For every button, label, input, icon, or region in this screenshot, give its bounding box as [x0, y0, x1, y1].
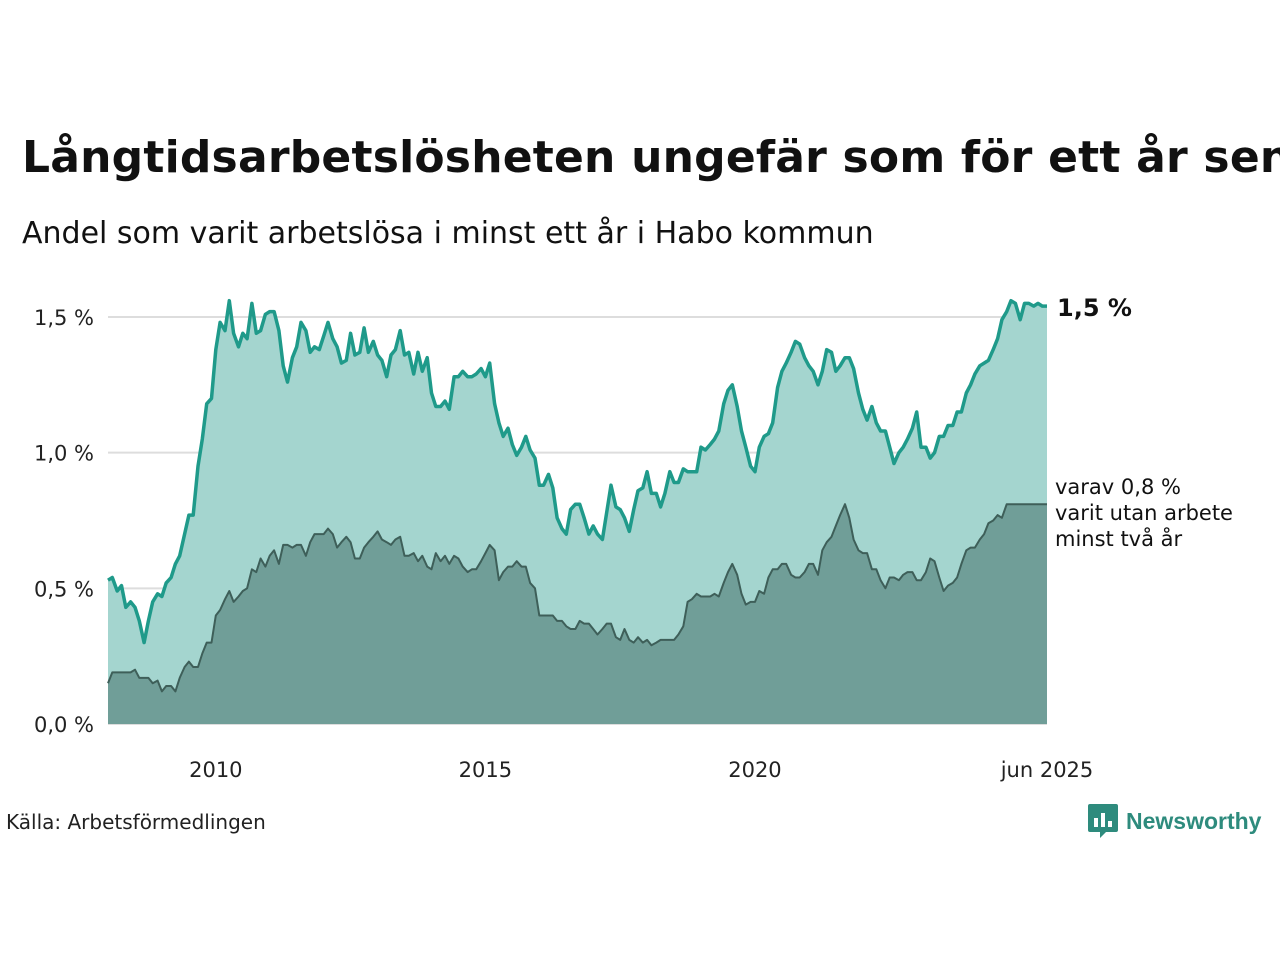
y-tick-label: 0,5 % [34, 577, 94, 601]
y-axis: 0,0 % 0,5 % 1,0 % 1,5 % [34, 306, 94, 737]
y-tick-label: 0,0 % [34, 713, 94, 737]
y-tick-label: 1,0 % [34, 442, 94, 466]
source-note: Källa: Arbetsförmedlingen [6, 810, 266, 834]
chart-subtitle: Andel som varit arbetslösa i minst ett å… [22, 216, 874, 251]
brand-name: Newsworthy [1126, 807, 1262, 834]
chart-title: Långtidsarbetslösheten ungefär som för e… [22, 132, 1280, 183]
end-label-long-line-1: varav 0,8 % [1055, 475, 1181, 499]
line-long [107, 503, 1047, 693]
end-label-total: 1,5 % [1057, 294, 1132, 322]
y-tick-label: 1,5 % [34, 306, 94, 330]
x-tick-label: 2015 [459, 758, 512, 782]
x-tick-label: 2010 [189, 758, 242, 782]
area-long [108, 504, 1047, 724]
end-label-long-line-2: varit utan arbete [1055, 501, 1233, 525]
line-total [107, 298, 1047, 645]
end-label-long-line-3: minst två år [1055, 526, 1183, 551]
x-tick-label: 2020 [728, 758, 781, 782]
x-axis: 2010 2015 2020 jun 2025 [189, 758, 1093, 782]
newsworthy-logo-icon [1088, 804, 1118, 838]
brand-logo[interactable]: Newsworthy [1088, 804, 1261, 838]
x-tick-label: jun 2025 [1000, 758, 1094, 782]
